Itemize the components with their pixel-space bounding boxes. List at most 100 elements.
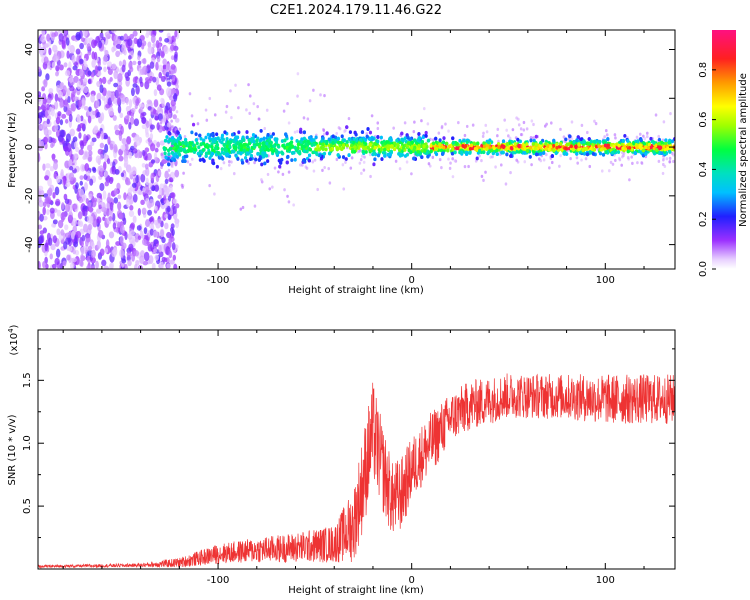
heatmap-cell — [599, 147, 603, 152]
heatmap-cell — [39, 213, 44, 222]
heatmap-cell — [285, 142, 290, 147]
heatmap-cell — [299, 129, 303, 134]
heatmap-cell — [205, 118, 209, 122]
heatmap-cell — [359, 158, 363, 162]
heatmap-cell — [296, 142, 301, 147]
heatmap-cell — [533, 146, 537, 151]
heatmap-cell — [87, 223, 93, 231]
heatmap-cell — [204, 108, 208, 112]
heatmap-cell — [265, 108, 269, 112]
heatmap-cell — [79, 58, 84, 65]
colorbar-label: Normalized spectral amplitude — [738, 73, 749, 227]
heatmap-cell — [525, 127, 529, 131]
heatmap-cell — [530, 119, 534, 123]
heatmap-cell — [422, 144, 426, 149]
heatmap-cell — [188, 141, 192, 145]
heatmap-cell — [71, 54, 76, 64]
heatmap-cell — [68, 113, 73, 123]
heatmap-cell — [562, 151, 566, 156]
heatmap-cell — [66, 142, 72, 153]
heatmap-cell — [278, 164, 282, 169]
heatmap-cell — [120, 172, 125, 178]
heatmap-cell — [302, 136, 307, 141]
heatmap-cell — [142, 187, 146, 193]
heatmap-cell — [45, 73, 50, 81]
heatmap-cell — [413, 120, 416, 124]
heatmap-cell — [312, 138, 316, 143]
heatmap-cell — [640, 161, 643, 165]
heatmap-cell — [184, 149, 188, 154]
heatmap-cell — [148, 182, 153, 187]
heatmap-cell — [194, 132, 198, 137]
heatmap-cell — [55, 175, 61, 183]
heatmap-cell — [158, 30, 164, 33]
heatmap-cell — [99, 84, 104, 94]
heatmap-cell — [90, 93, 95, 103]
heatmap-cell — [649, 136, 653, 141]
heatmap-cell — [539, 140, 543, 145]
heatmap-cell — [153, 89, 158, 97]
heatmap-cell — [137, 235, 142, 241]
heatmap-cell — [544, 152, 548, 157]
heatmap-cell — [279, 160, 283, 165]
heatmap-cell — [133, 118, 140, 127]
heatmap-cell — [305, 149, 309, 154]
heatmap-cell — [99, 153, 104, 160]
heatmap-cell — [99, 142, 105, 149]
heatmap-cell — [251, 132, 256, 137]
heatmap-cell — [539, 151, 543, 156]
heatmap-cell — [144, 185, 150, 194]
heatmap-cell — [482, 147, 486, 152]
heatmap-cell — [47, 177, 52, 187]
heatmap-cell — [142, 260, 148, 266]
heatmap-cell — [89, 178, 94, 186]
heatmap-cell — [601, 152, 606, 157]
heatmap-cell — [120, 144, 126, 151]
heatmap-cell — [83, 86, 89, 94]
heatmap-cell — [75, 31, 81, 41]
heatmap-cell — [156, 122, 160, 131]
heatmap-cell — [322, 132, 326, 136]
x-tick-label: -100 — [207, 575, 230, 586]
heatmap-cell — [103, 152, 108, 162]
heatmap-cell — [630, 147, 634, 152]
heatmap-cell — [432, 138, 435, 142]
heatmap-cell — [668, 149, 672, 154]
heatmap-cell — [288, 141, 292, 146]
heatmap-cell — [654, 113, 658, 117]
heatmap-cell — [199, 136, 203, 141]
heatmap-cell — [481, 134, 485, 138]
heatmap-cell — [360, 171, 363, 175]
heatmap-cell — [215, 132, 219, 137]
heatmap-cell — [417, 144, 421, 148]
heatmap-cell — [104, 31, 111, 38]
heatmap-cell — [38, 185, 44, 191]
heatmap-cell — [96, 111, 101, 118]
heatmap-cell — [167, 168, 171, 173]
heatmap-cell — [234, 83, 237, 87]
heatmap-cell — [121, 64, 126, 73]
heatmap-cell — [544, 142, 548, 146]
heatmap-cell — [61, 137, 65, 145]
heatmap-cell — [113, 144, 118, 153]
heatmap-cell — [107, 192, 111, 202]
heatmap-cell — [250, 136, 254, 141]
heatmap-cell — [80, 84, 84, 92]
heatmap-cell — [465, 124, 469, 129]
heatmap-cell — [515, 158, 519, 162]
heatmap-cell — [242, 142, 246, 147]
heatmap-cell — [361, 149, 365, 154]
heatmap-cell — [78, 189, 85, 198]
heatmap-cell — [38, 66, 41, 73]
chart-title: C2E1.2024.179.11.46.G22 — [270, 3, 442, 18]
heatmap-cell — [121, 137, 127, 145]
heatmap-cell — [155, 40, 160, 49]
heatmap-cell — [286, 101, 289, 106]
heatmap-cell — [216, 136, 220, 141]
heatmap-cell — [171, 75, 176, 82]
heatmap-cell — [517, 117, 520, 121]
heatmap-cell — [645, 134, 649, 139]
heatmap-cell — [290, 136, 294, 141]
heatmap-cell — [245, 159, 249, 163]
heatmap-cell — [449, 161, 452, 165]
